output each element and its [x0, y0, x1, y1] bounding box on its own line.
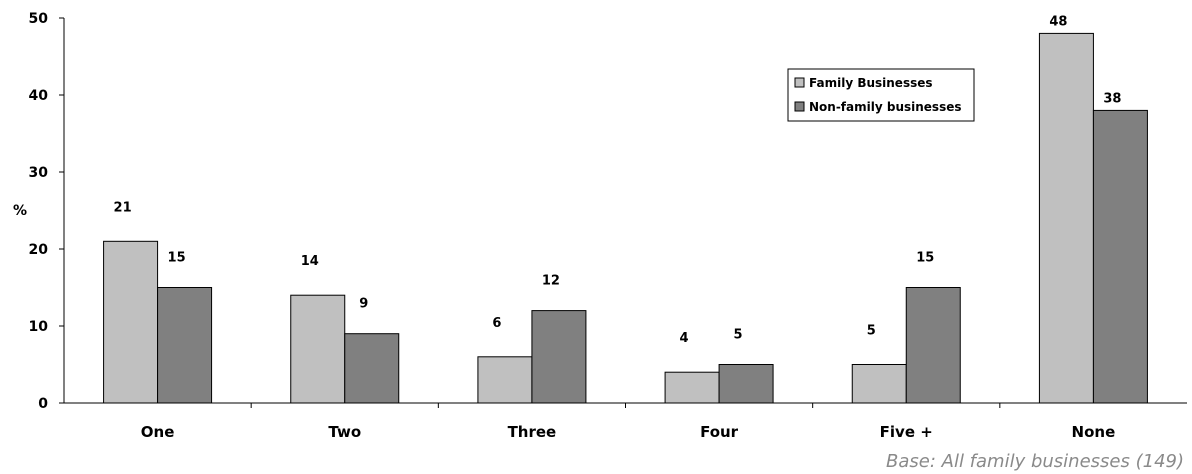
- x-category-label: Three: [508, 423, 557, 441]
- bars: [103, 32, 1148, 404]
- bar-non-family: [344, 333, 400, 404]
- data-label: 5: [734, 328, 743, 343]
- bar-non-family: [531, 310, 587, 404]
- legend-swatch: [794, 77, 805, 88]
- x-category-label: Four: [700, 423, 739, 441]
- data-label: 6: [492, 316, 501, 331]
- bar-family: [851, 364, 907, 404]
- data-label: 14: [301, 254, 319, 269]
- y-tick-label: 50: [29, 11, 49, 27]
- y-tick-label: 20: [29, 242, 49, 258]
- y-tick-label: 40: [29, 88, 49, 104]
- y-tick-label: 0: [38, 396, 48, 412]
- x-category-label: One: [141, 423, 175, 441]
- data-label: 9: [359, 297, 368, 312]
- bar-family: [103, 240, 159, 404]
- legend-box: [787, 68, 975, 122]
- base-footnote: Base: All family businesses (149): [886, 451, 1184, 472]
- y-tick-label: 10: [29, 319, 49, 335]
- bar-family: [477, 356, 533, 404]
- bar-non-family: [905, 287, 961, 404]
- data-label: 4: [680, 331, 689, 346]
- data-label: 15: [916, 251, 934, 266]
- data-label: 48: [1049, 14, 1067, 29]
- bar-non-family: [1092, 109, 1148, 404]
- legend-label: Family Businesses: [809, 76, 933, 90]
- bar-family: [290, 294, 346, 404]
- legend-label: Non-family businesses: [809, 100, 962, 114]
- bar-non-family: [718, 364, 774, 404]
- bar-family: [1038, 32, 1094, 404]
- x-category-label: Two: [328, 423, 361, 441]
- legend-swatch: [794, 101, 805, 112]
- axes: [63, 18, 1187, 408]
- x-axis-categories: One Two Three Four Five + None: [141, 423, 1115, 441]
- data-labels: 21 15 14 9 6 12 4 5 5 15 48 38: [114, 14, 1122, 346]
- y-axis-ticks: 0 10 20 30 40 50: [29, 11, 64, 412]
- data-label: 12: [542, 274, 560, 289]
- bar-non-family: [157, 287, 213, 404]
- x-category-label: None: [1072, 423, 1116, 441]
- data-label: 5: [867, 324, 876, 339]
- x-category-label: Five +: [880, 423, 933, 441]
- bar-family: [664, 371, 720, 404]
- y-tick-label: 30: [29, 165, 49, 181]
- y-axis-title: %: [13, 203, 27, 219]
- data-label: 15: [168, 251, 186, 266]
- legend: Family Businesses Non-family businesses: [787, 68, 975, 122]
- data-label: 21: [114, 200, 132, 215]
- data-label: 38: [1103, 91, 1121, 106]
